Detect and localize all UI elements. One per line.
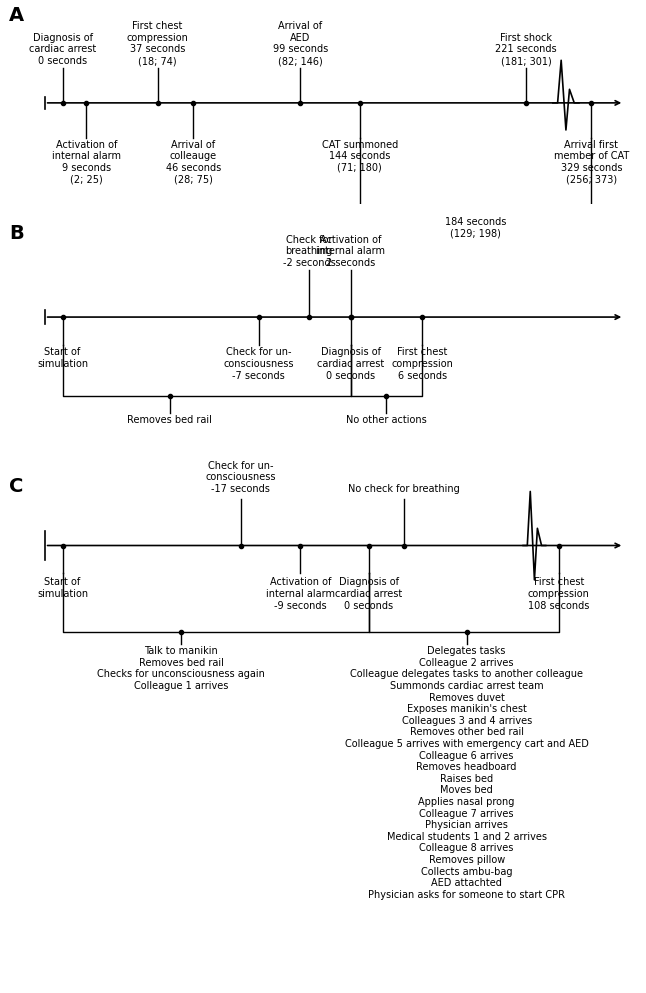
Text: First chest
compression
108 seconds: First chest compression 108 seconds	[528, 578, 590, 611]
Text: Arrival first
member of CAT
329 seconds
(256; 373): Arrival first member of CAT 329 seconds …	[554, 140, 629, 185]
Text: Arrival of
colleauge
46 seconds
(28; 75): Arrival of colleauge 46 seconds (28; 75)	[165, 140, 221, 185]
Text: C: C	[9, 477, 23, 496]
Text: No check for breathing: No check for breathing	[348, 484, 460, 494]
Text: First chest
compression
37 seconds
(18; 74): First chest compression 37 seconds (18; …	[127, 21, 189, 67]
Text: 184 seconds
(129; 198): 184 seconds (129; 198)	[445, 217, 506, 238]
Text: Start of
simulation: Start of simulation	[37, 348, 88, 369]
Text: Activation of
internal alarm
9 seconds
(2; 25): Activation of internal alarm 9 seconds (…	[52, 140, 121, 185]
Text: Activation of
internal alarm
-9 seconds: Activation of internal alarm -9 seconds	[266, 578, 335, 611]
Text: No other actions: No other actions	[346, 415, 427, 425]
Text: Start of
simulation: Start of simulation	[37, 578, 88, 599]
Text: Check for un-
consciousness
-7 seconds: Check for un- consciousness -7 seconds	[224, 348, 294, 380]
Text: First shock
221 seconds
(181; 301): First shock 221 seconds (181; 301)	[495, 33, 557, 67]
Text: Diagnosis of
cardiac arrest
0 seconds: Diagnosis of cardiac arrest 0 seconds	[29, 33, 96, 67]
Text: B: B	[9, 223, 24, 242]
Text: Delegates tasks
Colleague 2 arrives
Colleague delegates tasks to another colleag: Delegates tasks Colleague 2 arrives Coll…	[345, 646, 589, 900]
Text: Removes bed rail: Removes bed rail	[127, 415, 212, 425]
Text: First chest
compression
6 seconds: First chest compression 6 seconds	[391, 348, 453, 380]
Text: Check for
breathing
-2 seconds: Check for breathing -2 seconds	[283, 235, 335, 268]
Text: Check for un-
consciousness
-17 seconds: Check for un- consciousness -17 seconds	[205, 461, 276, 494]
Text: Activation of
internal alarm
2 seconds: Activation of internal alarm 2 seconds	[317, 235, 385, 268]
Text: Arrival of
AED
99 seconds
(82; 146): Arrival of AED 99 seconds (82; 146)	[273, 21, 328, 67]
Text: Diagnosis of
cardiac arrest
0 seconds: Diagnosis of cardiac arrest 0 seconds	[317, 348, 384, 380]
Text: Talk to manikin
Removes bed rail
Checks for unconsciousness again
Colleague 1 ar: Talk to manikin Removes bed rail Checks …	[98, 646, 266, 691]
Text: A: A	[9, 6, 24, 25]
Text: CAT summoned
144 seconds
(71; 180): CAT summoned 144 seconds (71; 180)	[322, 140, 398, 173]
Text: Diagnosis of
cardiac arrest
0 seconds: Diagnosis of cardiac arrest 0 seconds	[335, 578, 402, 611]
